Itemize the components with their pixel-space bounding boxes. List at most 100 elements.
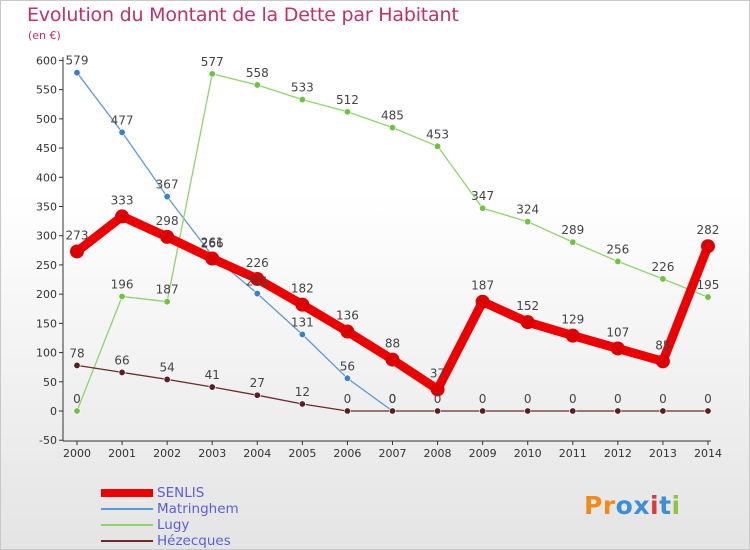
series-line-matringhem [76,72,394,412]
data-point [700,239,715,254]
y-tick-label: 600 [36,54,57,67]
data-point [479,204,487,212]
proxiti-logo: Proxiti [584,491,681,520]
logo-letter: r [602,491,616,520]
data-point [340,324,355,339]
data-point [610,341,625,356]
data-point [343,374,351,382]
data-point [524,407,532,415]
x-tick-label: 2002 [153,447,181,460]
data-label: 182 [291,282,314,296]
data-label: 0 [389,392,397,406]
y-tick-label: 400 [36,171,57,184]
x-tick-label: 2001 [108,447,136,460]
y-tick-label: 50 [43,376,57,389]
logo-letter: x [633,491,650,520]
data-point [163,298,171,306]
chart-subtitle: (en €) [28,29,61,42]
data-point [343,407,351,415]
data-label: 85 [655,338,670,352]
data-point [479,407,487,415]
legend-swatch [101,489,153,497]
legend-label: Matringhem [157,501,239,517]
data-point [250,271,265,286]
data-label: 88 [385,337,400,351]
legend-label: Lugy [157,517,190,533]
data-point [73,361,81,369]
data-point [298,400,306,408]
x-tick-label: 2014 [694,447,722,460]
data-point [434,142,442,150]
data-point [163,375,171,383]
y-tick-label: 350 [36,200,57,213]
data-label: 347 [471,189,494,203]
data-label: 152 [516,299,539,313]
data-label: 261 [201,235,224,249]
y-tick-label: 200 [36,288,57,301]
data-point [118,368,126,376]
legend-item: SENLIS [101,485,301,501]
data-label: 107 [606,325,629,339]
data-label: 367 [156,178,179,192]
data-point [569,238,577,246]
data-label: 129 [561,313,584,327]
data-label: 78 [69,346,84,360]
data-label: 298 [156,214,179,228]
y-tick-label: 300 [36,230,57,243]
data-label: 0 [344,392,352,406]
x-tick-label: 2013 [649,447,677,460]
data-label: 66 [114,353,129,367]
logo-letter: P [584,491,603,520]
x-tick-label: 2000 [63,447,91,460]
data-label: 201 [246,275,269,289]
data-label: 477 [111,113,134,127]
data-label: 0 [569,392,577,406]
data-point [385,352,400,367]
data-point [704,293,712,301]
data-point [208,383,216,391]
x-tick-label: 2003 [198,447,226,460]
data-point [163,193,171,201]
data-label: 0 [389,392,397,406]
data-label: 512 [336,93,359,107]
data-label: 131 [291,315,314,329]
data-label: 558 [246,66,269,80]
data-label: 0 [73,392,81,406]
data-label: 0 [434,392,442,406]
data-point [118,128,126,136]
data-point [659,275,667,283]
data-label: 0 [704,392,712,406]
legend-item: Lugy [101,517,301,533]
x-tick-label: 2012 [604,447,632,460]
logo-letter: o [615,491,634,520]
data-point [298,330,306,338]
data-point [565,328,580,343]
y-tick-label: 500 [36,113,57,126]
data-point [73,69,81,77]
data-label: 485 [381,109,404,123]
data-point [614,257,622,265]
logo-letter: i [650,491,660,520]
x-tick-label: 2006 [333,447,361,460]
y-tick-label: 0 [50,405,57,418]
logo-letter: i [671,491,681,520]
data-point [298,96,306,104]
legend-label: SENLIS [157,485,205,501]
data-point [430,382,445,397]
data-point [118,292,126,300]
y-tick-label: 450 [36,142,57,155]
data-label: 453 [426,127,449,141]
data-label: 273 [66,228,89,242]
data-label: 579 [66,54,89,68]
x-tick-label: 2009 [469,447,497,460]
data-label: 0 [524,392,532,406]
data-label: 195 [697,278,720,292]
legend-swatch [101,540,153,542]
chart-title: Evolution du Montant de la Dette par Hab… [27,4,459,26]
data-label: 196 [111,277,134,291]
data-label: 266 [201,237,224,251]
data-label: 136 [336,309,359,323]
data-point [208,70,216,78]
legend-label: Hézecques [157,533,231,549]
y-tick-label: 150 [36,317,57,330]
